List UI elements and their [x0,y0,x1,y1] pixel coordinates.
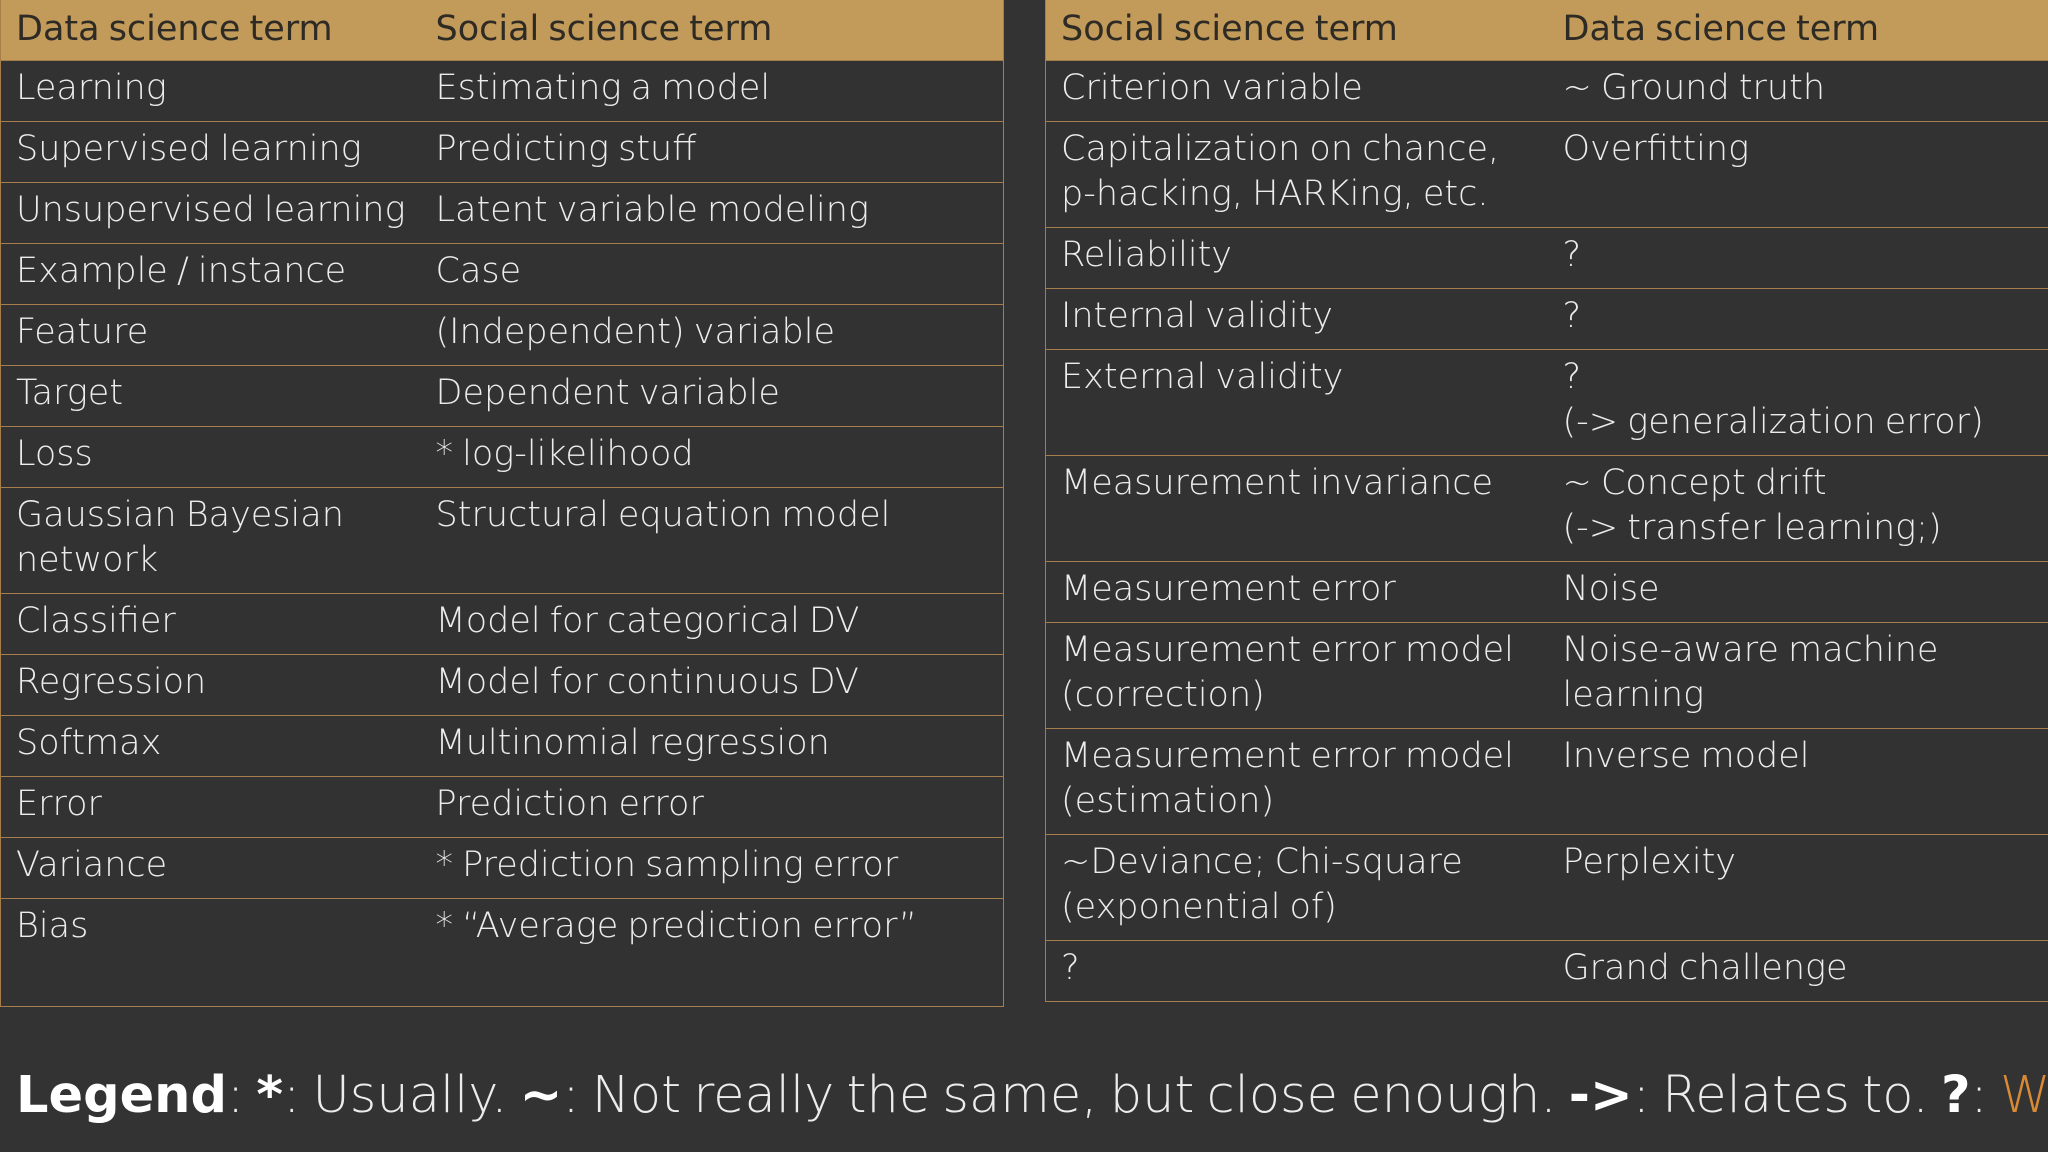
table-cell: Grand challenge [1547,940,2048,1002]
table-row: Bias * “Average prediction error” [0,898,1004,1007]
right-table-header-row: Social science term Data science term [1045,0,2048,61]
table-row: Target Dependent variable [0,365,1004,427]
left-header-data-science: Data science term [0,0,421,61]
table-cell: Measurement invariance [1045,455,1548,562]
legend-arrow-symbol: -> [1568,1066,1633,1125]
table-row: Reliability ? [1045,227,2048,289]
table-cell: Perplexity [1547,834,2048,941]
table-cell: Criterion variable [1045,60,1548,122]
table-cell: Supervised learning [0,121,421,183]
legend-question-symbol: ? [1940,1066,1971,1125]
legend-label: Legend [16,1066,227,1125]
table-cell: Internal validity [1045,288,1548,350]
table-cell: Dependent variable [420,365,1004,427]
table-cell: Error [0,776,421,838]
table-cell: Structural equation model [420,487,1004,594]
table-cell: Noise [1547,561,2048,623]
table-cell: Learning [0,60,421,122]
table-row: Feature (Independent) variable [0,304,1004,366]
legend: Legend: *: Usually. ~: Not really the sa… [16,1064,2048,1128]
table-row: Loss * log-likelihood [0,426,1004,488]
table-cell: ~Deviance; Chi-square (exponential of) [1045,834,1548,941]
table-row: ~Deviance; Chi-square (exponential of) P… [1045,834,2048,941]
table-cell: ? [1547,227,2048,289]
legend-tilde-text: : Not really the same, but close enough. [562,1066,1569,1125]
table-row: Learning Estimating a model [0,60,1004,122]
table-cell: Regression [0,654,421,716]
table-cell: Unsupervised learning [0,182,421,244]
table-row: Softmax Multinomial regression [0,715,1004,777]
table-row: Measurement error Noise [1045,561,2048,623]
table-row: Internal validity ? [1045,288,2048,350]
legend-arrow-text: : Relates to. [1632,1066,1941,1125]
table-cell: ? [1045,940,1548,1002]
table-cell: Variance [0,837,421,899]
table-row: Criterion variable ~ Ground truth [1045,60,2048,122]
table-cell: Measurement error model (correction) [1045,622,1548,729]
table-cell: Reliability [1045,227,1548,289]
table-row: Classifier Model for categorical DV [0,593,1004,655]
table-cell: Measurement error model (estimation) [1045,728,1548,835]
legend-star-text: : Usually. [283,1066,520,1125]
table-row: Regression Model for continuous DV [0,654,1004,716]
table-cell: * “Average prediction error” [420,898,1004,1007]
legend-separator: : [227,1066,257,1125]
table-cell: * Prediction sampling error [420,837,1004,899]
table-cell: (Independent) variable [420,304,1004,366]
table-cell: Inverse model [1547,728,2048,835]
table-row: Measurement error model (estimation) Inv… [1045,728,2048,835]
legend-work-to-do: Work to do [1999,1066,2048,1125]
legend-star-symbol: * [256,1066,284,1125]
table-cell: Target [0,365,421,427]
table-row: Measurement error model (correction) Noi… [1045,622,2048,729]
table-cell: * log-likelihood [420,426,1004,488]
table-cell: ~ Ground truth [1547,60,2048,122]
table-cell: Softmax [0,715,421,777]
table-cell: Gaussian Bayesian network [0,487,421,594]
table-row: Gaussian Bayesian network Structural equ… [0,487,1004,594]
table-cell: Classifier [0,593,421,655]
table-cell: Example / instance [0,243,421,305]
table-row: External validity ? (-> generalization e… [1045,349,2048,456]
table-cell: Prediction error [420,776,1004,838]
table-row: ? Grand challenge [1045,940,2048,1002]
table-row: Example / instance Case [0,243,1004,305]
left-header-social-science: Social science term [420,0,1004,61]
table-row: Error Prediction error [0,776,1004,838]
table-cell: Model for continuous DV [420,654,1004,716]
table-cell: Predicting stuff [420,121,1004,183]
table-row: Supervised learning Predicting stuff [0,121,1004,183]
table-cell: Estimating a model [420,60,1004,122]
right-terms-table: Social science term Data science term Cr… [1045,0,2048,1002]
left-table-header-row: Data science term Social science term [0,0,1004,61]
right-header-social-science: Social science term [1045,0,1548,61]
table-cell: Measurement error [1045,561,1548,623]
legend-question-text: : [1970,1066,2000,1125]
table-cell: Latent variable modeling [420,182,1004,244]
table-cell: Overfitting [1547,121,2048,228]
table-row: Variance * Prediction sampling error [0,837,1004,899]
table-cell: Case [420,243,1004,305]
table-cell: ? [1547,288,2048,350]
left-terms-table: Data science term Social science term Le… [0,0,1004,1007]
table-cell: Model for categorical DV [420,593,1004,655]
table-cell: Noise-aware machine learning [1547,622,2048,729]
table-cell: Bias [0,898,421,1007]
table-row: Unsupervised learning Latent variable mo… [0,182,1004,244]
table-cell: Multinomial regression [420,715,1004,777]
table-cell: Feature [0,304,421,366]
table-row: Capitalization on chance, p-hacking, HAR… [1045,121,2048,228]
legend-tilde-symbol: ~ [519,1066,563,1125]
table-cell: ~ Concept drift (-> transfer learning;) [1547,455,2048,562]
table-cell: Loss [0,426,421,488]
table-cell: External validity [1045,349,1548,456]
right-header-data-science: Data science term [1547,0,2048,61]
table-cell: ? (-> generalization error) [1547,349,2048,456]
table-row: Measurement invariance ~ Concept drift (… [1045,455,2048,562]
table-cell: Capitalization on chance, p-hacking, HAR… [1045,121,1548,228]
